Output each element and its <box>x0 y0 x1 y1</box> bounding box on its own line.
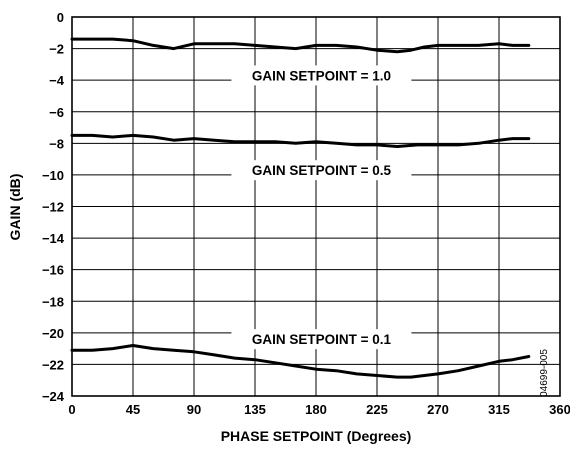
annotation-label-3: GAIN SETPOINT = 0.1 <box>252 332 392 347</box>
plot-frame <box>71 16 561 397</box>
y-tick-label: −6 <box>49 105 64 120</box>
x-tick-label: 135 <box>244 402 266 417</box>
y-tick-label: 0 <box>57 10 64 25</box>
annotation-background <box>231 160 412 181</box>
figure-id: 04699-005 <box>539 349 550 397</box>
y-tick-label: −16 <box>42 263 64 278</box>
y-tick-label: −12 <box>42 200 64 215</box>
annotation-label-2: GAIN SETPOINT = 0.5 <box>252 163 392 178</box>
x-tick-label: 45 <box>126 402 140 417</box>
y-tick-label: −18 <box>42 294 64 309</box>
y-tick-label: −4 <box>49 73 65 88</box>
x-tick-label: 270 <box>427 402 449 417</box>
annotation-background <box>231 65 412 86</box>
series-line-1 <box>70 37 531 54</box>
series-line-2 <box>70 133 531 148</box>
annotations: GAIN SETPOINT = 1.0 GAIN SETPOINT = 0.5 GA… <box>231 65 412 350</box>
series <box>70 37 531 379</box>
y-tick-label: −14 <box>42 231 65 246</box>
y-tick-label: −8 <box>49 136 64 151</box>
y-tick-label: −10 <box>42 168 64 183</box>
series-line-3 <box>70 344 531 379</box>
y-tick-label: −2 <box>49 42 64 57</box>
x-tick-label: 90 <box>187 402 201 417</box>
y-tick-label: −22 <box>42 357 64 372</box>
y-axis-label: GAIN (dB) <box>7 174 23 241</box>
x-tick-label: 180 <box>305 402 327 417</box>
tick-labels: 0 45 90 135 180 225 270 315 360 0 −2 −4 −6 −8 −10 −12 −1… <box>42 10 570 417</box>
y-tick-label: −24 <box>42 389 65 404</box>
x-tick-label: 0 <box>68 402 75 417</box>
x-tick-label: 315 <box>488 402 510 417</box>
x-tick-label: 225 <box>366 402 388 417</box>
x-tick-label: 360 <box>549 402 570 417</box>
annotation-label-1: GAIN SETPOINT = 1.0 <box>252 68 391 83</box>
annotation-background <box>231 329 412 350</box>
y-tick-label: −20 <box>42 326 64 341</box>
x-axis-label: PHASE SETPOINT (Degrees) <box>221 428 412 444</box>
